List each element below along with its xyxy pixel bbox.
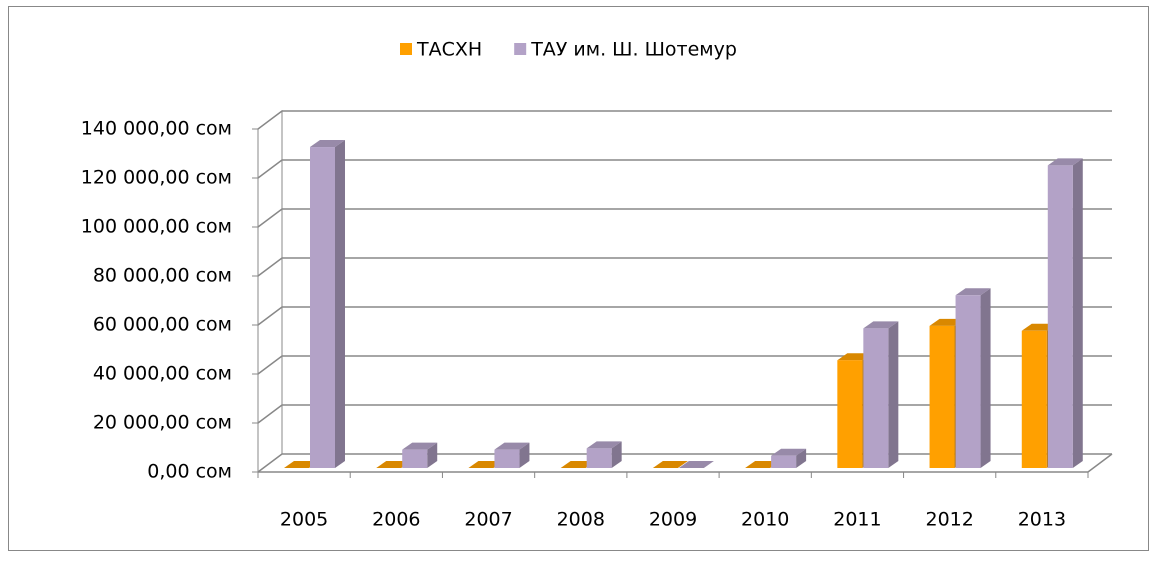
y-tick-label: 40 000,00 сом [93,363,232,385]
bar-top [678,461,714,468]
bar [771,448,807,468]
bar-top [310,140,345,148]
x-tick-label: 2005 [280,509,328,531]
bar [678,461,714,468]
bar-front [1047,165,1073,469]
bar-side [611,441,622,468]
y-tick-label: 0,00 сом [147,461,232,483]
grid-line [257,453,1112,473]
bar [955,288,991,468]
bar-top [863,321,899,329]
bar-top [402,442,438,450]
bar-front [771,455,797,468]
grid-line [257,404,1112,424]
bar-side [1072,158,1083,469]
bar-top [1047,158,1083,166]
x-tick-label: 2008 [557,509,605,531]
legend-swatch [514,43,527,55]
bar-side [888,321,899,468]
x-tick-label: 2010 [741,509,789,531]
x-tick-label: 2009 [649,509,697,531]
bar-front [837,360,863,468]
bar [1047,158,1083,469]
grid-line [257,110,1112,130]
y-tick-label: 80 000,00 сом [93,265,232,287]
bar-side [335,140,345,469]
bar-top [652,461,688,468]
y-tick-label: 100 000,00 сом [81,216,232,238]
y-tick-label: 140 000,00 сом [81,118,232,140]
x-tick-label: 2007 [464,509,512,531]
legend-label: ТАУ им. Ш. Шотемур [530,39,737,61]
bar-front [1021,330,1047,468]
bar-front [863,328,889,468]
bar [586,441,622,468]
x-tick-label: 2006 [372,509,420,531]
bar-side [980,288,991,468]
bar [402,442,438,468]
legend-label: ТАСХН [416,39,482,61]
bar-top [955,288,991,296]
bar-front [929,325,955,468]
bar-top [771,448,807,456]
bar-top [586,441,622,449]
bar [494,442,530,468]
grid-line [257,208,1112,228]
bar-front [310,147,335,469]
bar-side [427,442,438,468]
bar-side [796,448,807,468]
bar [652,461,688,468]
legend-swatch [400,43,412,55]
x-tick-label: 2013 [1018,509,1066,531]
grid-line [257,159,1112,179]
grid-line [257,355,1112,375]
bar-front [955,295,981,468]
x-tick-label: 2011 [833,509,881,531]
bar-top [494,442,530,450]
bar-front [586,448,612,468]
x-tick-label: 2012 [925,509,973,531]
y-tick-label: 20 000,00 сом [93,412,232,434]
bar-front [402,449,428,468]
bar [863,321,899,468]
bar [310,140,345,469]
y-tick-label: 120 000,00 сом [81,167,232,189]
y-tick-label: 60 000,00 сом [93,314,232,336]
bar-side [519,442,530,468]
grid-line [257,257,1112,277]
bar-front [494,449,520,468]
grid-line [257,306,1112,326]
